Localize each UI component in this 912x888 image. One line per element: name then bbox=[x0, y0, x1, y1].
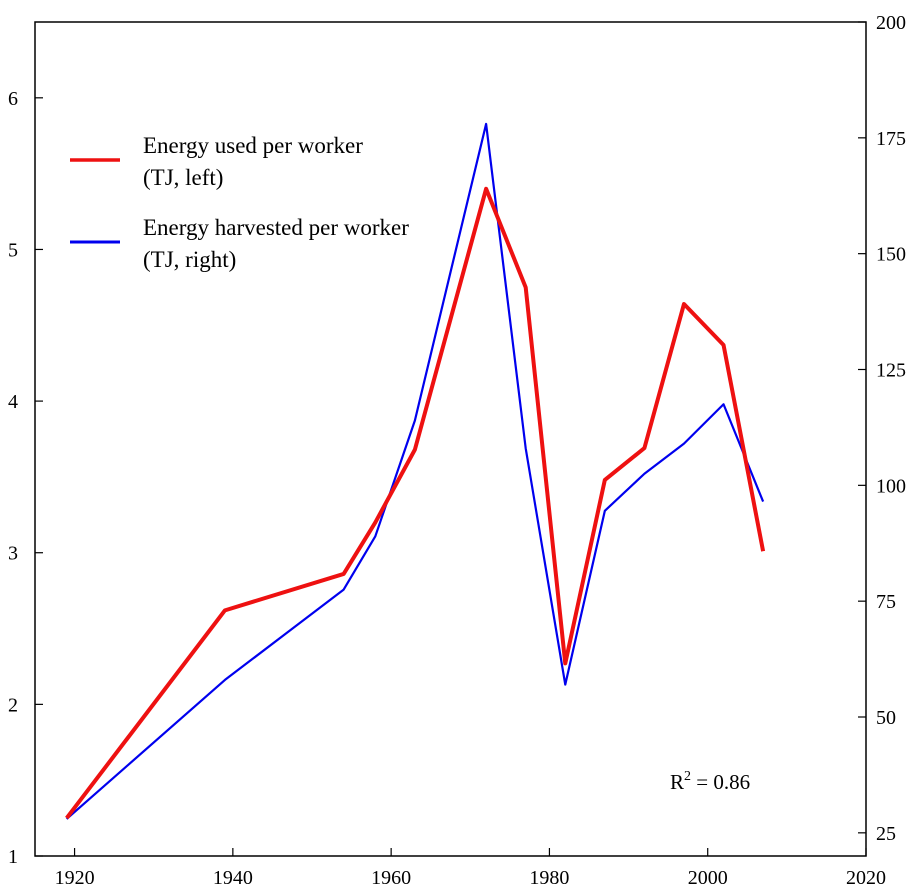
right-y-tick-label: 200 bbox=[876, 12, 906, 34]
left-y-tick-label: 6 bbox=[8, 88, 18, 110]
right-y-tick-label: 175 bbox=[876, 128, 906, 150]
right-y-tick-label: 50 bbox=[876, 707, 896, 729]
left-y-tick-label: 3 bbox=[8, 543, 18, 565]
series-line-energy-used bbox=[65, 186, 766, 820]
plot-frame bbox=[34, 21, 867, 857]
r-squared-symbol: R bbox=[670, 770, 684, 794]
left-y-tick-label: 4 bbox=[8, 391, 18, 413]
legend-label-energy-harvested-line1: Energy harvested per worker bbox=[143, 215, 409, 240]
left-y-tick-label: 1 bbox=[8, 846, 18, 868]
right-y-tick-label: 75 bbox=[876, 591, 896, 613]
series-line-energy-harvested bbox=[65, 122, 765, 820]
x-tick-label: 1940 bbox=[213, 867, 253, 888]
x-axis-ticks: 1920 1940 1960 1980 2000 2020 bbox=[55, 848, 886, 888]
legend-label-energy-used-line1: Energy used per worker bbox=[143, 133, 363, 158]
legend: Energy used per worker (TJ, left) Energy… bbox=[70, 133, 409, 272]
left-y-axis-ticks: 1 2 3 4 5 6 bbox=[8, 88, 43, 868]
x-tick-label: 1980 bbox=[529, 867, 569, 888]
r-squared-superscript: 2 bbox=[684, 769, 691, 784]
x-tick-label: 1920 bbox=[55, 867, 95, 888]
right-y-axis-ticks: 25 50 75 100 125 150 175 200 bbox=[858, 12, 906, 845]
r-squared-value: = 0.86 bbox=[691, 770, 750, 794]
legend-label-energy-harvested-line2: (TJ, right) bbox=[143, 247, 236, 272]
right-y-tick-label: 150 bbox=[876, 244, 906, 266]
r-squared-annotation: R2 = 0.86 bbox=[670, 769, 750, 794]
x-tick-label: 2000 bbox=[688, 867, 728, 888]
left-y-tick-label: 5 bbox=[8, 239, 18, 261]
legend-label-energy-used-line2: (TJ, left) bbox=[143, 165, 223, 190]
series-layer bbox=[65, 122, 766, 820]
x-tick-label: 2020 bbox=[846, 867, 886, 888]
right-y-tick-label: 25 bbox=[876, 823, 896, 845]
right-y-tick-label: 100 bbox=[876, 475, 906, 497]
right-y-tick-label: 125 bbox=[876, 360, 906, 382]
left-y-tick-label: 2 bbox=[8, 694, 18, 716]
x-tick-label: 1960 bbox=[371, 867, 411, 888]
